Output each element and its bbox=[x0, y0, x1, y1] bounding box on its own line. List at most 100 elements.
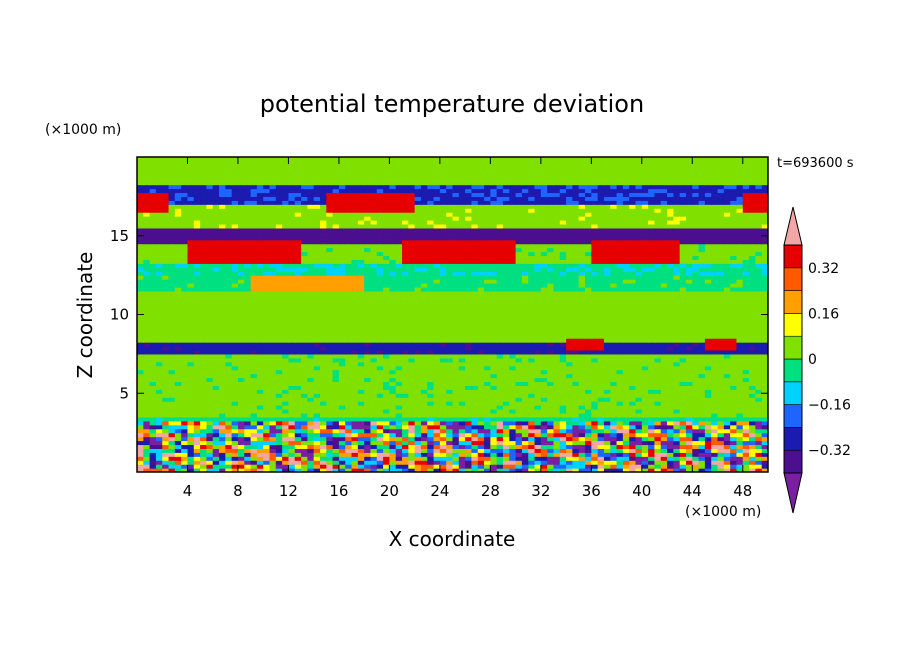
heatmap-cell bbox=[219, 444, 226, 449]
heatmap-cell bbox=[168, 279, 176, 284]
heatmap-cell bbox=[717, 334, 725, 339]
heatmap-cell bbox=[376, 393, 384, 398]
heatmap-cell bbox=[420, 275, 428, 280]
heatmap-cell bbox=[263, 409, 271, 414]
heatmap-cell bbox=[528, 373, 536, 379]
heatmap-cell bbox=[282, 357, 290, 363]
heatmap-cell bbox=[256, 468, 264, 472]
heatmap-cell bbox=[345, 401, 353, 406]
heatmap-cell bbox=[711, 409, 719, 414]
heatmap-cell bbox=[193, 448, 201, 453]
heatmap-cell bbox=[446, 353, 454, 359]
heatmap-cell bbox=[458, 464, 466, 469]
heatmap-cell bbox=[395, 365, 403, 371]
heatmap-cell bbox=[704, 432, 712, 438]
heatmap-cell bbox=[383, 377, 390, 383]
heatmap-cell bbox=[603, 283, 611, 288]
heatmap-cell bbox=[553, 397, 561, 402]
heatmap-cell bbox=[155, 357, 163, 363]
heatmap-cell bbox=[307, 464, 315, 469]
heatmap-cell bbox=[629, 456, 637, 461]
heatmap-cell bbox=[319, 338, 327, 343]
heatmap-cell bbox=[610, 397, 618, 402]
heatmap-cell bbox=[629, 452, 637, 457]
heatmap-cell bbox=[484, 448, 491, 453]
heatmap-cell bbox=[648, 436, 656, 442]
heatmap-cell bbox=[313, 365, 321, 371]
heatmap-cell bbox=[364, 373, 372, 379]
heatmap-cell bbox=[244, 436, 252, 442]
heatmap-cell bbox=[603, 349, 611, 355]
heatmap-cell bbox=[244, 401, 252, 406]
heatmap-cell bbox=[168, 397, 176, 402]
heatmap-cell bbox=[402, 385, 409, 390]
heatmap-cell bbox=[263, 436, 271, 442]
heatmap-cell bbox=[654, 420, 662, 426]
heatmap-cell bbox=[597, 342, 605, 347]
heatmap-cell bbox=[635, 377, 643, 383]
heatmap-cell bbox=[420, 389, 428, 394]
heatmap-cell bbox=[206, 389, 214, 394]
heatmap-cell bbox=[307, 416, 315, 422]
heatmap-cell bbox=[345, 440, 353, 446]
heatmap-cell bbox=[137, 448, 144, 453]
heatmap-cell bbox=[547, 373, 555, 379]
heatmap-cell bbox=[162, 365, 170, 371]
heatmap-cell bbox=[446, 346, 454, 351]
heatmap-cell bbox=[174, 456, 182, 461]
heatmap-cell bbox=[351, 290, 359, 296]
heatmap-cell bbox=[370, 326, 378, 331]
heatmap-cell bbox=[704, 416, 712, 422]
heatmap-cell bbox=[521, 286, 529, 292]
heatmap-cell bbox=[219, 464, 226, 469]
heatmap-cell bbox=[761, 298, 768, 304]
heatmap-cell bbox=[761, 342, 768, 347]
heatmap-cell bbox=[509, 338, 517, 343]
heatmap-cell bbox=[200, 448, 208, 453]
heatmap-cell bbox=[433, 342, 441, 347]
heatmap-cell bbox=[364, 416, 372, 422]
heatmap-cell bbox=[742, 290, 750, 296]
heatmap-cell bbox=[181, 306, 189, 312]
heatmap-cell bbox=[471, 409, 479, 414]
heatmap-cell bbox=[193, 294, 201, 300]
heatmap-cell bbox=[364, 397, 372, 402]
heatmap-cell bbox=[616, 286, 624, 292]
heatmap-cell bbox=[193, 326, 201, 331]
heatmap-cell bbox=[641, 369, 649, 375]
heatmap-cell bbox=[465, 440, 473, 446]
heatmap-cell bbox=[427, 294, 435, 300]
heatmap-cell bbox=[263, 460, 271, 465]
heatmap-cell bbox=[282, 302, 290, 308]
heatmap-cell bbox=[237, 424, 245, 430]
heatmap-cell bbox=[660, 381, 668, 386]
heatmap-cell bbox=[597, 393, 605, 398]
heatmap-cell bbox=[275, 428, 283, 434]
heatmap-cell bbox=[673, 302, 681, 308]
heatmap-cell bbox=[730, 322, 738, 327]
heatmap-cell bbox=[736, 444, 744, 449]
heatmap-cell bbox=[313, 377, 321, 383]
heatmap-cell bbox=[641, 448, 649, 453]
heatmap-cell bbox=[155, 302, 163, 308]
heatmap-cell bbox=[547, 322, 555, 327]
heatmap-cell bbox=[698, 468, 706, 472]
heatmap-cell bbox=[427, 452, 435, 457]
heatmap-cell bbox=[465, 460, 473, 465]
heatmap-cell bbox=[622, 420, 630, 426]
heatmap-cell bbox=[301, 314, 308, 320]
heatmap-cell bbox=[414, 279, 422, 284]
heatmap-cell bbox=[502, 361, 510, 367]
heatmap-cell bbox=[244, 279, 252, 284]
heatmap-cell bbox=[137, 464, 144, 469]
heatmap-cell bbox=[237, 409, 245, 414]
heatmap-cell bbox=[149, 342, 157, 347]
heatmap-cell bbox=[225, 468, 233, 472]
heatmap-cell bbox=[307, 436, 315, 442]
heatmap-cell bbox=[566, 346, 573, 351]
heatmap-cell bbox=[332, 365, 340, 371]
heatmap-cell bbox=[553, 338, 561, 343]
heatmap-cell bbox=[212, 381, 220, 386]
heatmap-cell bbox=[351, 460, 359, 465]
heatmap-cell bbox=[660, 326, 668, 331]
